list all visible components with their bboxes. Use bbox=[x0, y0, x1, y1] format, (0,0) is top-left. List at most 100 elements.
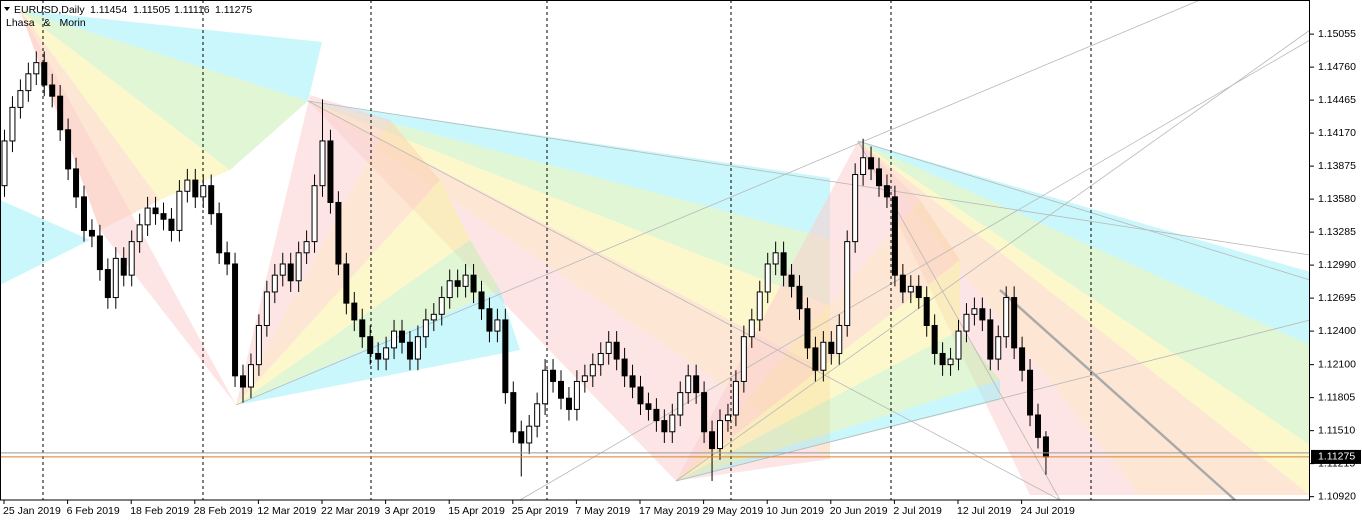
candle-body bbox=[96, 235, 103, 271]
candle-body bbox=[287, 263, 294, 282]
candles bbox=[0, 51, 1310, 481]
y-tick-label: 1.14170 bbox=[1318, 127, 1356, 139]
candle-body bbox=[971, 308, 978, 315]
candle-body bbox=[756, 291, 763, 321]
candle-body bbox=[391, 330, 398, 349]
candle-body bbox=[303, 241, 310, 254]
candle-body bbox=[486, 308, 493, 332]
candle-body bbox=[518, 431, 525, 444]
candle-body bbox=[907, 285, 914, 293]
candle-body bbox=[216, 213, 223, 254]
candle-body bbox=[1019, 347, 1026, 371]
candle-body bbox=[724, 414, 731, 422]
low-value: 1.11116 bbox=[174, 4, 210, 16]
x-tick-label: 12 Mar 2019 bbox=[257, 505, 316, 517]
candle-body bbox=[279, 263, 286, 276]
candle-body bbox=[343, 263, 350, 304]
candle-body bbox=[120, 257, 127, 276]
candle-body bbox=[558, 380, 564, 399]
candle-body bbox=[661, 420, 668, 433]
candle-body bbox=[860, 157, 867, 175]
x-tick-label: 6 Feb 2019 bbox=[67, 505, 120, 517]
candle-body bbox=[748, 319, 755, 338]
candle-body bbox=[717, 420, 723, 450]
candle-body bbox=[25, 73, 32, 92]
candle-body bbox=[438, 297, 445, 315]
candle-body bbox=[470, 274, 477, 293]
candle-body bbox=[375, 352, 382, 360]
candle-body bbox=[732, 380, 739, 416]
candle-body bbox=[844, 241, 851, 327]
y-tick-label: 1.12990 bbox=[1318, 259, 1356, 271]
candle-body bbox=[319, 140, 326, 187]
x-tick-label: 20 Jun 2019 bbox=[830, 505, 888, 517]
candle-body bbox=[73, 168, 80, 198]
candle-body bbox=[923, 297, 930, 327]
candle-body bbox=[446, 280, 453, 299]
axes: 1.15055 1.14760 1.14465 1.14170 1.13875 1.135… bbox=[3, 28, 1361, 517]
menu-arrow[interactable] bbox=[4, 7, 10, 11]
candle-body bbox=[406, 341, 413, 360]
candle-body bbox=[868, 157, 875, 170]
candle-body bbox=[128, 241, 135, 276]
y-tick-label: 1.10920 bbox=[1318, 490, 1356, 502]
candle-body bbox=[104, 269, 111, 299]
candle-body bbox=[502, 319, 509, 394]
candle-body bbox=[200, 185, 207, 198]
x-tick-label: 24 Jul 2019 bbox=[1021, 505, 1075, 517]
candle-body bbox=[939, 352, 946, 366]
candle-body bbox=[565, 397, 572, 410]
candle-body bbox=[65, 129, 72, 170]
candle-body bbox=[49, 84, 56, 97]
candle-body bbox=[955, 330, 962, 360]
x-tick-label: 3 Apr 2019 bbox=[385, 505, 436, 517]
candle-body bbox=[987, 319, 994, 360]
candle-body bbox=[414, 336, 421, 360]
candle-body bbox=[224, 252, 231, 265]
candle-body bbox=[454, 280, 461, 287]
y-tick-label: 1.13285 bbox=[1318, 226, 1356, 238]
open-value: 1.11454 bbox=[90, 4, 127, 16]
candle-body bbox=[740, 336, 747, 382]
candle-body bbox=[33, 62, 40, 75]
candle-body bbox=[240, 375, 246, 388]
x-tick-label: 29 May 2019 bbox=[703, 505, 764, 517]
candle-body bbox=[637, 386, 644, 405]
candle-body bbox=[677, 392, 684, 416]
candle-body bbox=[192, 179, 199, 198]
candle-body bbox=[812, 347, 819, 371]
candle-body bbox=[701, 392, 708, 433]
candle-body bbox=[573, 380, 580, 410]
candle-body bbox=[550, 369, 557, 382]
y-tick-label: 1.11805 bbox=[1318, 391, 1355, 403]
candle-body bbox=[891, 196, 898, 276]
y-tick-label: 1.14465 bbox=[1318, 94, 1356, 106]
candle-body bbox=[589, 364, 596, 377]
time-axis bbox=[0, 500, 1362, 522]
candle-body bbox=[263, 291, 270, 327]
x-tick-label: 17 May 2019 bbox=[639, 505, 700, 517]
candle-body bbox=[383, 347, 390, 360]
x-tick-label: 18 Feb 2019 bbox=[130, 505, 189, 517]
candle-body bbox=[510, 392, 517, 433]
candle-body bbox=[255, 325, 262, 366]
candle-body bbox=[422, 319, 429, 338]
candle-body bbox=[9, 106, 16, 142]
candle-body bbox=[335, 201, 342, 265]
candle-body bbox=[621, 358, 628, 377]
candle-body bbox=[176, 190, 183, 231]
x-tick-label: 25 Apr 2019 bbox=[512, 505, 569, 517]
plot-frame bbox=[0, 0, 1310, 501]
candle-body bbox=[327, 140, 334, 203]
x-tick-label: 2 Jul 2019 bbox=[893, 505, 942, 517]
candle-body bbox=[669, 414, 676, 433]
candle-body bbox=[1035, 414, 1041, 438]
candle-body bbox=[57, 95, 64, 131]
candle-body bbox=[780, 252, 787, 276]
y-tick-label: 1.12695 bbox=[1318, 292, 1356, 304]
x-tick-label: 15 Apr 2019 bbox=[448, 505, 505, 517]
candle-body bbox=[351, 302, 358, 321]
x-tick-label: 7 May 2019 bbox=[575, 505, 630, 517]
candle-body bbox=[709, 431, 716, 450]
x-tick-label: 28 Feb 2019 bbox=[194, 505, 253, 517]
